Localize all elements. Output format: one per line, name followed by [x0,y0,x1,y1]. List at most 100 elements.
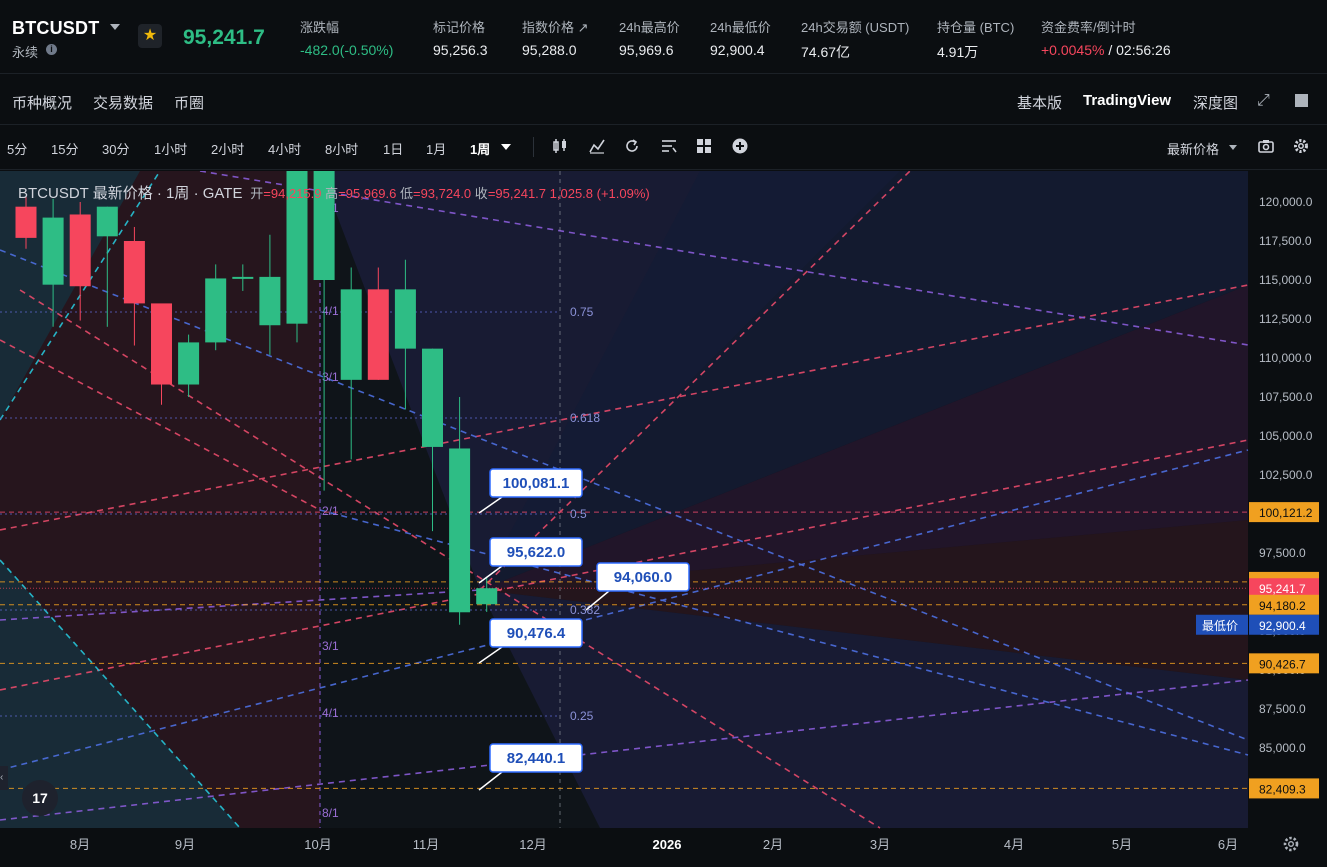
candle-body [151,303,172,385]
stat-open-interest: 持仓量 (BTC) 4.91万 [937,17,1014,62]
price-callout-label: 90,476.4 [507,625,566,642]
indicators-icon[interactable] [588,137,606,155]
candle-body [449,448,471,613]
scroll-left-icon[interactable]: ‹ [0,766,8,790]
tab-trading-data[interactable]: 交易数据 [93,95,154,112]
tradingview-logo-icon[interactable]: 17 [22,780,58,816]
fan-zone-bottom [480,590,1248,828]
funding-rate-value: +0.0045% [1041,42,1105,58]
legend-change: 1,025.8 (+1.09%) [549,186,650,201]
time-axis-label: 8月 [70,837,90,852]
tab-depth-chart[interactable]: 深度图 [1193,95,1239,112]
axis-price-label-bg [1249,502,1319,523]
time-axis-label: 2月 [763,837,783,852]
fullscreen-icon[interactable] [1295,94,1308,107]
price-axis-tick: 87,500.0 [1259,702,1306,716]
interval-dropdown-icon[interactable] [501,144,511,150]
candle-body [340,289,362,380]
time-axis-label: 2026 [653,837,682,852]
interval-15m[interactable]: 15分 [51,142,79,157]
templates-icon[interactable] [660,137,678,155]
tab-tradingview[interactable]: TradingView [1083,92,1172,109]
stat-value: 4.91万 [937,44,979,60]
stat-index-price[interactable]: 指数价格 ↗ 95,288.0 [522,17,589,58]
interval-2h[interactable]: 2小时 [211,142,245,157]
favorite-star-icon[interactable]: ★ [138,24,162,48]
gann-fan-line-7 [199,171,1249,346]
time-axis-label: 6月 [1218,837,1238,852]
replay-icon[interactable] [623,137,641,155]
axis-price-label-bg [1249,578,1319,599]
axis-price-label-bg [1249,778,1319,799]
time-axis-label: 9月 [175,837,195,852]
callout-box [596,562,690,592]
expand-icon[interactable]: ⤢ [1257,92,1270,109]
time-axis-label: 11月 [413,837,440,852]
symbol-name[interactable]: BTCUSDT [12,18,100,38]
candle-body [232,276,254,279]
gear-icon[interactable] [1292,137,1310,155]
price-axis-tick: 112,500.0 [1259,312,1312,326]
axis-price-label-bg [1249,653,1319,674]
axis-price-label-bg [1249,614,1319,635]
callout-pointer [478,771,503,791]
price-type-select[interactable]: 最新价格 [1167,142,1220,157]
candle-body [15,206,37,238]
interval-30m[interactable]: 30分 [102,142,130,157]
tab-coin-overview[interactable]: 币种概况 [12,95,73,112]
gann-fan-line-12 [0,449,1249,771]
candle-body [394,289,416,349]
chevron-down-icon[interactable] [1229,145,1237,150]
add-icon[interactable] [731,137,749,155]
fib-level-label: 0.75 [570,305,594,319]
interval-1w[interactable]: 1周 [470,142,491,157]
interval-1mo[interactable]: 1月 [426,142,447,157]
ticker-header: BTCUSDT 永续 i ★ 95,241.7 涨跌幅 -482.0(-0.50… [0,0,1327,74]
interval-1h[interactable]: 1小时 [154,142,188,157]
candle-body [476,588,498,605]
interval-1d[interactable]: 1日 [383,142,404,157]
callout-box [489,537,583,567]
interval-8h[interactable]: 8小时 [325,142,359,157]
stat-24h-high: 24h最高价 95,969.6 [619,17,680,58]
fan-zone-top-right [480,171,1248,590]
stat-24h-low: 24h最低价 92,900.4 [710,17,771,58]
stat-value: +0.0045% / 02:56:26 [1041,42,1171,58]
candle-body [123,241,145,304]
axis-settings-icon[interactable] [1281,834,1301,854]
info-icon[interactable]: i [46,44,57,55]
tab-coin-circle[interactable]: 币圈 [174,95,205,112]
symbol-dropdown-icon[interactable] [110,24,120,30]
toolbar-divider [533,137,534,157]
candle-body [96,206,118,237]
price-axis-tick: 102,500.0 [1259,468,1313,482]
callout-pointer [478,646,503,664]
camera-icon[interactable] [1257,137,1275,155]
callout-pointer [478,565,503,584]
candle-type-icon[interactable] [551,137,569,155]
candle-body [286,171,308,324]
interval-4h[interactable]: 4小时 [268,142,302,157]
layout-icon[interactable] [695,137,713,155]
interval-5m[interactable]: 5分 [7,142,28,157]
price-chart-svg[interactable]: 0.750.6180.50.3820.251/14/13/12/13/14/18… [0,171,1327,867]
fan-zone-right-lower [480,520,1248,680]
chart-area[interactable]: 0.750.6180.50.3820.251/14/13/12/13/14/18… [0,171,1327,867]
price-axis-tick: 120,000.0 [1259,195,1313,209]
last-price: 95,241.7 [183,26,265,49]
stat-value: 95,256.3 [433,42,488,58]
price-axis-tick: 117,500.0 [1259,234,1312,248]
price-callout-label: 82,440.1 [507,750,565,767]
stat-label: 24h交易额 (USDT) [801,20,910,35]
stat-funding-rate: 资金费率/倒计时 +0.0045% / 02:56:26 [1041,17,1171,58]
time-axis-label: 3月 [870,837,890,852]
tab-basic[interactable]: 基本版 [1017,95,1063,112]
contract-type: 永续 [12,45,39,60]
candle-body [367,289,389,380]
axis-price-label-bg [1249,594,1319,615]
time-axis-label: 12月 [519,837,546,852]
price-axis-tick: 105,000.0 [1259,429,1313,443]
fib-level-label: 0.25 [570,709,594,723]
gann-fan-line-3 [0,339,321,511]
callout-pointer [478,496,503,514]
